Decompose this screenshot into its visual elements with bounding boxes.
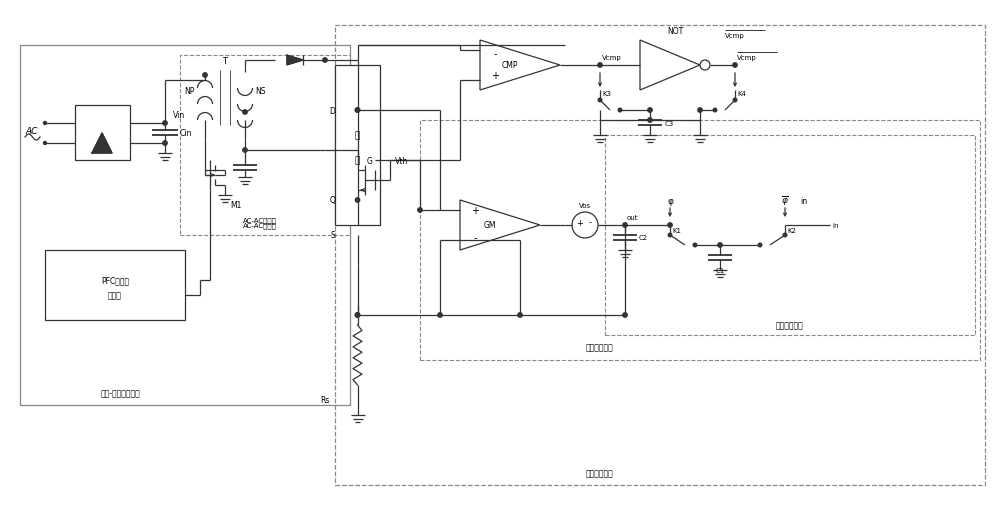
- Text: +: +: [577, 218, 583, 227]
- Circle shape: [733, 64, 737, 68]
- Text: out: out: [627, 215, 639, 221]
- Text: 低通滤波电路: 低通滤波电路: [586, 343, 614, 352]
- Bar: [605, 136, 975, 335]
- Circle shape: [668, 234, 672, 237]
- Text: 绯波滤波电路: 绯波滤波电路: [586, 469, 614, 478]
- Bar: [45, 250, 185, 320]
- Circle shape: [163, 141, 167, 146]
- Bar: [180, 56, 350, 235]
- Circle shape: [163, 122, 167, 126]
- Text: Vcmp: Vcmp: [725, 33, 745, 39]
- Text: 负: 负: [355, 131, 360, 140]
- Circle shape: [355, 313, 360, 318]
- Circle shape: [698, 109, 702, 113]
- Circle shape: [355, 313, 360, 318]
- Text: K1: K1: [672, 228, 681, 233]
- Text: AC: AC: [25, 126, 37, 135]
- Circle shape: [518, 313, 522, 318]
- Text: M1: M1: [230, 201, 241, 210]
- Circle shape: [323, 59, 327, 63]
- Text: Cin: Cin: [180, 128, 192, 137]
- Text: K4: K4: [737, 91, 746, 97]
- Circle shape: [243, 148, 247, 153]
- Text: Vin: Vin: [173, 111, 185, 120]
- Text: 制电路: 制电路: [108, 291, 122, 300]
- Text: K3: K3: [602, 91, 611, 97]
- Circle shape: [700, 61, 710, 71]
- Circle shape: [44, 122, 47, 125]
- Text: NS: NS: [255, 86, 266, 95]
- Text: Vos: Vos: [579, 203, 591, 209]
- Circle shape: [718, 243, 722, 248]
- Text: 交流-直流转换电路: 交流-直流转换电路: [100, 389, 140, 398]
- Circle shape: [355, 109, 360, 113]
- Text: NOT: NOT: [667, 26, 683, 35]
- Text: CMP: CMP: [502, 62, 518, 70]
- Circle shape: [713, 109, 717, 113]
- Text: G: G: [367, 156, 373, 165]
- Text: C1: C1: [715, 268, 725, 274]
- Circle shape: [598, 64, 602, 68]
- Text: Rs: Rs: [321, 396, 330, 405]
- Circle shape: [783, 234, 787, 237]
- Text: C2: C2: [639, 234, 648, 240]
- Circle shape: [598, 99, 602, 103]
- Text: +: +: [471, 206, 479, 216]
- Bar: [335, 66, 380, 226]
- Text: $\overline{\varphi}$: $\overline{\varphi}$: [781, 194, 789, 208]
- Text: NP: NP: [185, 86, 195, 95]
- Text: -: -: [588, 218, 592, 227]
- Circle shape: [623, 313, 627, 318]
- Circle shape: [648, 119, 652, 123]
- Text: -: -: [473, 232, 477, 242]
- Text: 载: 载: [355, 156, 360, 165]
- Circle shape: [243, 111, 247, 115]
- Text: +: +: [491, 71, 499, 81]
- Bar: [335, 26, 985, 485]
- Text: S: S: [330, 231, 335, 240]
- Text: Q: Q: [329, 196, 335, 205]
- Circle shape: [438, 313, 442, 318]
- Text: in: in: [800, 196, 807, 205]
- Text: Vcmp: Vcmp: [737, 55, 757, 61]
- Circle shape: [758, 244, 762, 247]
- Text: φ: φ: [667, 196, 673, 205]
- Text: Vcmp: Vcmp: [602, 55, 622, 61]
- Circle shape: [618, 109, 622, 113]
- Polygon shape: [287, 56, 303, 66]
- Polygon shape: [640, 41, 700, 91]
- Circle shape: [355, 109, 360, 113]
- Polygon shape: [460, 200, 540, 250]
- Polygon shape: [480, 41, 560, 91]
- Circle shape: [623, 223, 627, 228]
- Text: T: T: [223, 57, 228, 65]
- Circle shape: [648, 109, 652, 113]
- Polygon shape: [92, 134, 112, 154]
- Bar: [20, 46, 350, 405]
- Circle shape: [668, 223, 672, 228]
- Circle shape: [418, 209, 422, 213]
- Text: C3: C3: [665, 121, 674, 127]
- Text: AC-AC变换器: AC-AC变换器: [243, 222, 277, 229]
- Circle shape: [355, 198, 360, 203]
- Text: Vth: Vth: [395, 156, 408, 165]
- Bar: [420, 121, 980, 360]
- Text: K2: K2: [787, 228, 796, 233]
- Circle shape: [693, 244, 697, 247]
- Text: -: -: [493, 49, 497, 59]
- Circle shape: [44, 142, 47, 145]
- Text: D: D: [329, 106, 335, 115]
- Text: AC-AC变换器: AC-AC变换器: [243, 217, 277, 224]
- Text: 开关电容电路: 开关电容电路: [776, 321, 804, 330]
- Text: PFC恒流控: PFC恒流控: [101, 276, 129, 285]
- Circle shape: [733, 99, 737, 103]
- Circle shape: [203, 74, 207, 78]
- Bar: [75, 106, 130, 161]
- Text: in: in: [832, 223, 838, 229]
- Text: GM: GM: [484, 221, 496, 230]
- Circle shape: [572, 213, 598, 238]
